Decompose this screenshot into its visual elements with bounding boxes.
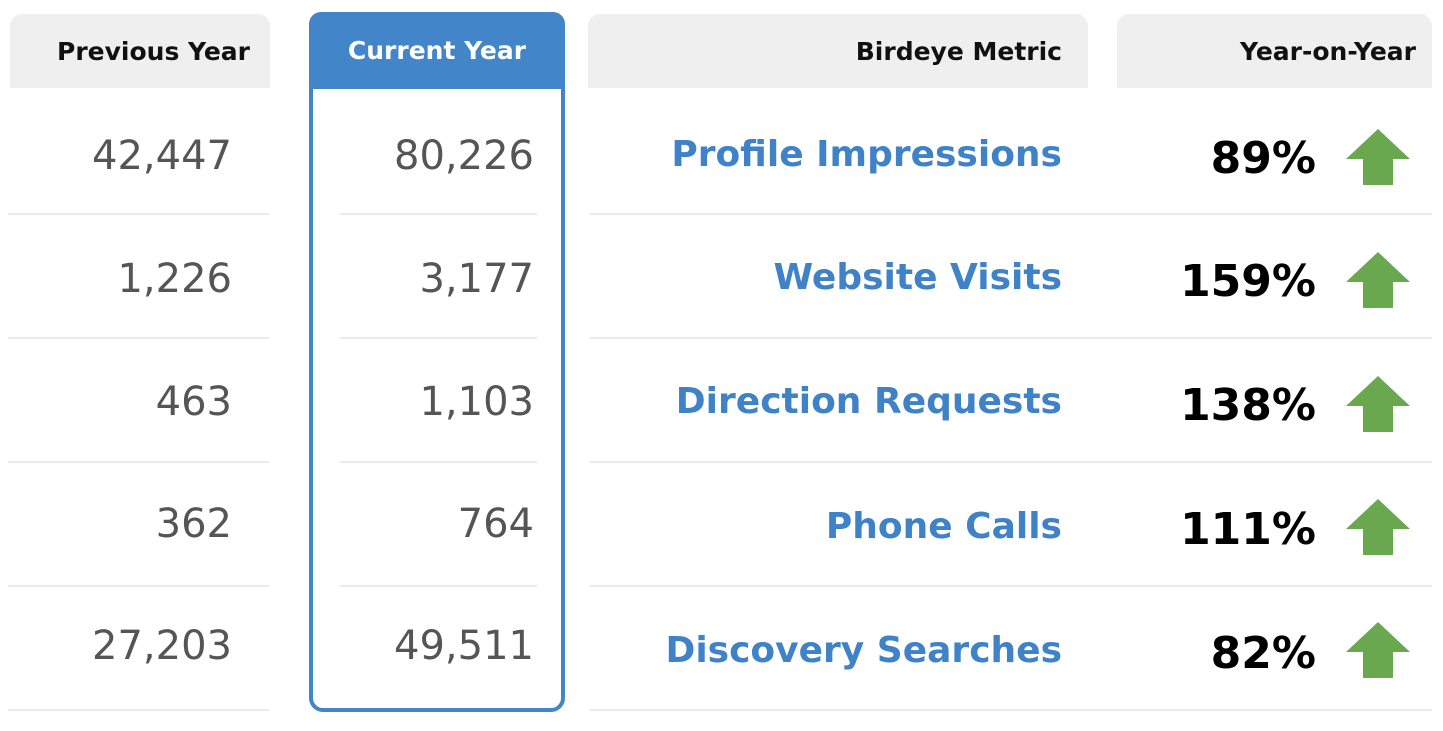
current-year-value: 49,511 (394, 623, 534, 669)
previous-year-value: 362 (155, 501, 232, 547)
header-current-year: Current Year (309, 12, 565, 89)
previous-year-value: 42,447 (92, 133, 232, 179)
header-previous-year: Previous Year (10, 14, 270, 88)
header-metric: Birdeye Metric (588, 14, 1088, 88)
yoy-value: 138% (1180, 379, 1316, 431)
header-previous-year-label: Previous Year (57, 36, 250, 66)
metric-name: Website Visits (773, 256, 1062, 298)
previous-year-value: 1,226 (117, 256, 232, 302)
arrow-up-icon (1346, 499, 1410, 555)
previous-year-value: 27,203 (92, 623, 232, 669)
row-divider (8, 585, 269, 587)
metric-name: Phone Calls (825, 505, 1062, 547)
header-yoy-label: Year-on-Year (1240, 36, 1416, 66)
row-divider (340, 461, 537, 463)
yoy-value: 82% (1210, 627, 1316, 679)
yoy-value: 89% (1210, 132, 1316, 184)
current-year-value: 764 (457, 501, 534, 547)
metric-name: Discovery Searches (665, 629, 1062, 671)
current-year-value: 1,103 (419, 379, 534, 425)
row-divider (590, 213, 1432, 215)
current-year-value: 80,226 (394, 133, 534, 179)
row-divider (8, 337, 269, 339)
yoy-value: 111% (1180, 503, 1316, 555)
header-yoy: Year-on-Year (1117, 14, 1432, 88)
row-divider (340, 585, 537, 587)
yoy-value: 159% (1180, 255, 1316, 307)
previous-year-value: 463 (155, 379, 232, 425)
header-metric-label: Birdeye Metric (855, 36, 1062, 66)
header-current-year-label: Current Year (347, 36, 527, 65)
row-divider (590, 585, 1432, 587)
row-divider (590, 337, 1432, 339)
arrow-up-icon (1346, 622, 1410, 678)
row-divider (340, 337, 537, 339)
current-year-value: 3,177 (419, 256, 534, 302)
arrow-up-icon (1346, 252, 1410, 308)
metric-name: Profile Impressions (671, 133, 1062, 175)
row-divider (590, 709, 1432, 711)
row-divider (8, 213, 269, 215)
row-divider (8, 709, 269, 711)
current-year-highlight-box (309, 12, 565, 712)
metric-name: Direction Requests (675, 380, 1062, 422)
row-divider (340, 213, 537, 215)
row-divider (8, 461, 269, 463)
row-divider (590, 461, 1432, 463)
arrow-up-icon (1346, 129, 1410, 185)
arrow-up-icon (1346, 376, 1410, 432)
